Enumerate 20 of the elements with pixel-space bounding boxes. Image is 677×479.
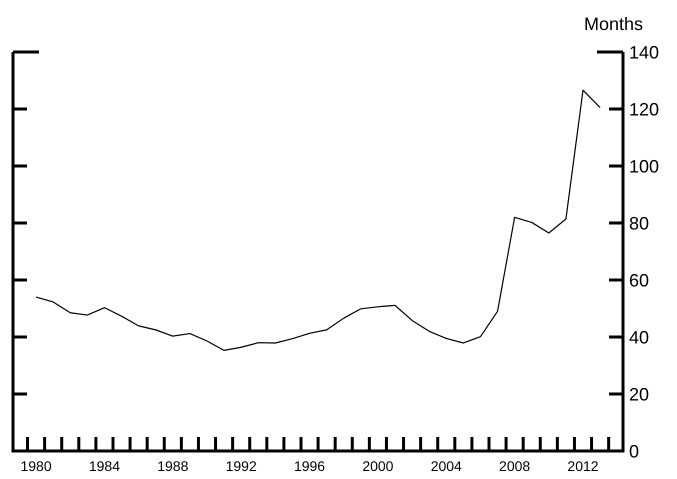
y-axis-title: Months: [584, 14, 643, 34]
y-tick-label: 120: [629, 99, 660, 120]
x-tick-label: 1984: [88, 458, 120, 474]
x-tick-label: 2000: [362, 458, 394, 474]
y-tick-label: 0: [629, 441, 640, 462]
y-tick-label: 140: [629, 42, 660, 62]
y-tick-label: 40: [629, 327, 650, 348]
x-tick-label: 2004: [430, 458, 462, 474]
y-tick-label: 80: [629, 213, 650, 234]
x-tick-label: 1988: [157, 458, 189, 474]
x-tick-label: 1996: [294, 458, 326, 474]
x-tick-label: 1980: [20, 458, 52, 474]
x-tick-label: 1992: [226, 458, 257, 474]
line-series: [35, 90, 601, 351]
y-tick-label: 100: [629, 156, 660, 176]
frame-corner: 140: [13, 42, 660, 62]
x-tick-label: 2008: [499, 458, 530, 474]
y-tick-label: 20: [629, 384, 650, 404]
x-tick-label: 2012: [567, 458, 599, 474]
y-tick-label: 60: [629, 270, 650, 290]
